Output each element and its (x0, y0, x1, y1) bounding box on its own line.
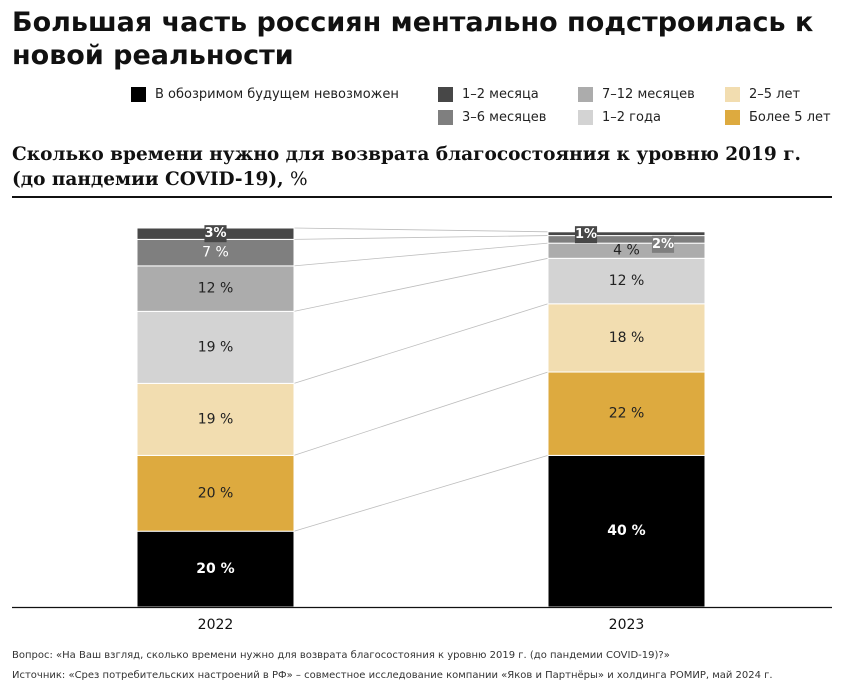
connector-line (293, 303, 549, 384)
data-label: 40 % (607, 523, 645, 539)
connector-line (293, 257, 549, 312)
chart-title: Большая часть россиян ментально подстрои… (12, 7, 814, 71)
bar-segment (547, 231, 706, 237)
data-label: 1% (575, 227, 597, 242)
legend-swatch-1-2-years (578, 110, 593, 125)
footnote-question: Вопрос: «На Ваш взгляд, сколько времени … (12, 650, 670, 661)
subtitle-rule (12, 196, 832, 198)
subtitle-text: Сколько времени нужно для возврата благо… (12, 144, 801, 190)
legend-label-over-5-years: Более 5 лет (749, 110, 831, 125)
legend-item-2-5-years: 2–5 лет (725, 87, 800, 102)
legend-item-1-2-years: 1–2 года (578, 110, 661, 125)
legend-item-1-2-months: 1–2 месяца (438, 87, 539, 102)
legend-item-never: В обозримом будущем невозможен (131, 87, 399, 102)
data-label: 7 % (202, 245, 229, 261)
data-label: 2% (652, 237, 674, 252)
data-label: 12 % (198, 281, 234, 297)
bar-segment (547, 303, 706, 373)
chart-subtitle: Сколько времени нужно для возврата благо… (12, 142, 832, 192)
bar-segment (547, 454, 706, 608)
legend-label-7-12-months: 7–12 месяцев (602, 87, 695, 102)
bar-segment (136, 265, 295, 312)
data-label: 22 % (609, 406, 645, 422)
legend-swatch-never (131, 87, 146, 102)
data-label: 19 % (198, 339, 234, 355)
bar-segment (136, 454, 295, 532)
subtitle-unit: % (289, 169, 308, 190)
legend-item-over-5-years: Более 5 лет (725, 110, 831, 125)
legend-swatch-7-12-months (578, 87, 593, 102)
bar-segment (547, 371, 706, 456)
legend-swatch-2-5-years (725, 87, 740, 102)
bar-segment (547, 257, 706, 305)
connector-line (293, 235, 549, 240)
connector-line (293, 242, 549, 267)
footnote-source: Источник: «Срез потребительских настроен… (12, 670, 773, 681)
legend-label-1-2-years: 1–2 года (602, 110, 661, 125)
data-label: 20 % (198, 485, 234, 501)
data-label: 3% (204, 226, 226, 241)
legend-swatch-1-2-months (438, 87, 453, 102)
data-label: 18 % (609, 330, 645, 346)
legend-label-1-2-months: 1–2 месяца (462, 87, 539, 102)
legend-item-7-12-months: 7–12 месяцев (578, 87, 695, 102)
legend-swatch-3-6-months (438, 110, 453, 125)
chart-legend: В обозримом будущем невозможен 1–2 месяц… (0, 0, 848, 140)
x-tick-label: 2022 (198, 617, 234, 633)
data-label: 19 % (198, 411, 234, 427)
connector-line (293, 371, 549, 456)
connector-line (293, 227, 549, 233)
legend-label-2-5-years: 2–5 лет (749, 87, 801, 102)
data-label-box (651, 235, 675, 253)
legend-label-never: В обозримом будущем невозможен (155, 87, 399, 102)
data-label-box (204, 225, 227, 243)
legend-item-3-6-months: 3–6 месяцев (438, 110, 546, 125)
x-tick-label: 2023 (609, 617, 645, 633)
data-label: 4 % (613, 243, 640, 259)
bar-segment (136, 382, 295, 456)
legend-label-3-6-months: 3–6 месяцев (462, 110, 547, 125)
data-label: 20 % (196, 561, 234, 577)
data-label-box (574, 226, 598, 244)
legend-swatch-over-5-years (725, 110, 740, 125)
data-label: 12 % (609, 273, 645, 289)
bar-segment (136, 310, 295, 384)
connector-line (293, 455, 549, 532)
